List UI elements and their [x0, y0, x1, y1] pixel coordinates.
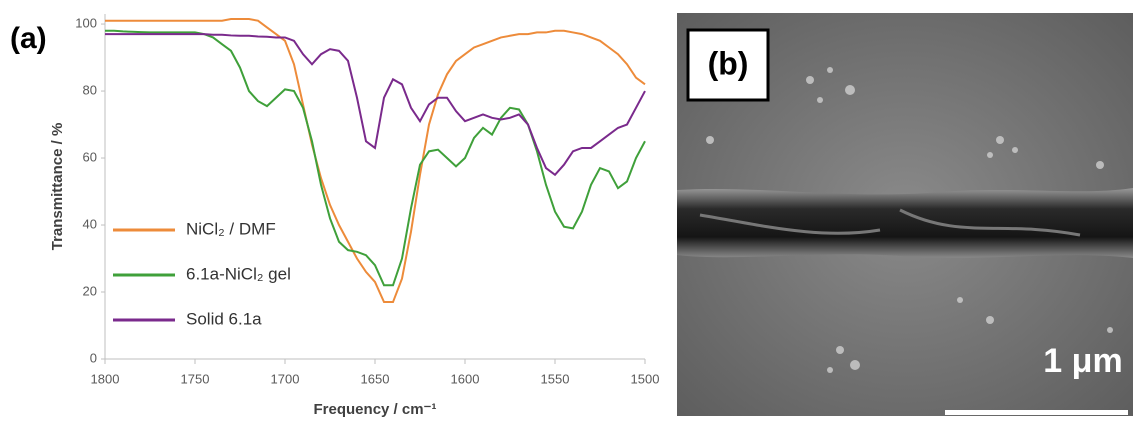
legend-label: NiCl₂ / DMF [186, 219, 276, 238]
sem-image: (b) 1 μm [677, 13, 1133, 416]
x-tick-label: 1600 [451, 371, 480, 386]
y-tick-label: 60 [83, 149, 97, 164]
panel-label: (b) [708, 45, 749, 81]
legend-label: 6.1a-NiCl₂ gel [186, 264, 291, 283]
y-tick-label: 80 [83, 82, 97, 97]
x-tick-label: 1800 [91, 371, 120, 386]
scale-bar-label: 1 μm [1043, 342, 1122, 380]
x-tick-label: 1500 [631, 371, 660, 386]
y-tick-label: 100 [75, 15, 97, 30]
y-axis-label: Transmittance / % [49, 123, 66, 251]
panel-label: (a) [10, 22, 47, 55]
data-line [105, 18, 646, 304]
y-tick-label: 40 [83, 216, 97, 231]
x-tick-label: 1650 [361, 371, 390, 386]
y-tick-label: 20 [83, 283, 97, 298]
x-tick-label: 1700 [271, 371, 300, 386]
legend-label: Solid 6.1a [186, 309, 262, 328]
x-tick-label: 1750 [181, 371, 210, 386]
data-line [105, 33, 646, 177]
data-line [105, 29, 646, 287]
x-axis-label: Frequency / cm⁻¹ [314, 401, 437, 418]
x-tick-label: 1550 [541, 371, 570, 386]
y-tick-label: 0 [90, 350, 97, 365]
